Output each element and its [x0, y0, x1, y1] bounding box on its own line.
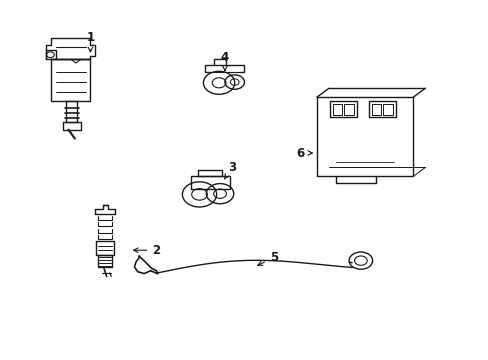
Text: 2: 2	[133, 244, 160, 257]
Text: 1: 1	[86, 31, 94, 52]
Text: 4: 4	[221, 51, 228, 71]
Text: 5: 5	[257, 251, 277, 265]
Text: 3: 3	[224, 161, 236, 179]
Text: 6: 6	[296, 147, 312, 159]
